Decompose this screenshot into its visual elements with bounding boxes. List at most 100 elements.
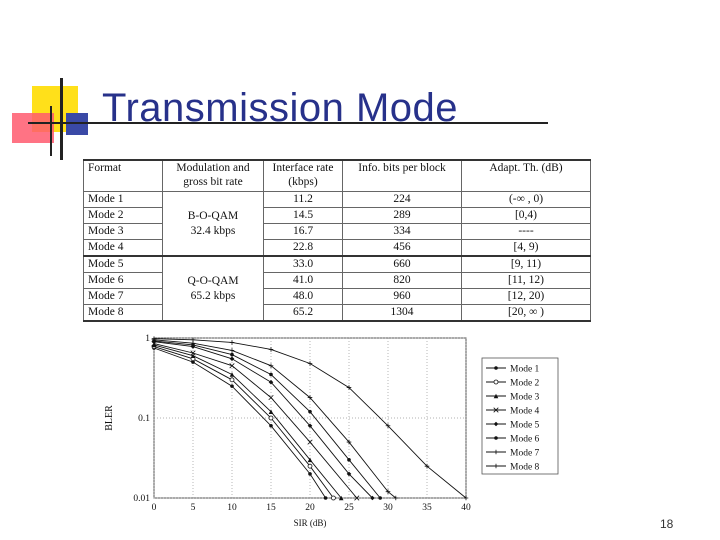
table-row: Mode 2 14.5 289 [0,4)	[83, 207, 591, 224]
data-point	[307, 463, 313, 469]
x-tick-label: 30	[383, 503, 393, 513]
cell-format: Mode 5	[83, 255, 163, 273]
cell-iface: 33.0	[263, 255, 343, 273]
x-tick-label: 10	[227, 503, 237, 513]
cell-bits: 820	[342, 272, 462, 289]
data-point	[424, 463, 430, 469]
data-point	[268, 415, 274, 421]
data-point	[307, 395, 313, 400]
accent-blue-square	[66, 113, 88, 135]
cell-th: [11, 12)	[461, 272, 591, 289]
data-point	[347, 458, 351, 462]
data-point	[190, 337, 196, 343]
data-point	[338, 495, 344, 501]
data-point	[229, 363, 235, 369]
data-point	[190, 353, 196, 359]
cell-th: ----	[461, 223, 591, 240]
data-point	[346, 439, 352, 445]
data-point	[268, 409, 274, 414]
cell-format: Mode 4	[83, 239, 163, 257]
data-point	[230, 384, 234, 388]
cell-modulation-group-1: B-O-QAM 32.4 kbps	[162, 191, 264, 257]
data-point	[268, 394, 274, 401]
accent-red-square	[12, 113, 54, 143]
cell-th: [0,4)	[461, 207, 591, 224]
data-point	[323, 496, 328, 500]
data-point	[370, 495, 375, 501]
x-tick-label: 0	[152, 503, 157, 513]
data-point	[494, 366, 498, 370]
accent-vertical-line	[60, 78, 63, 160]
data-point	[346, 385, 352, 390]
table-row: Mode 5 Q-O-QAM 65.2 kbps 33.0 660 [9, 11…	[83, 255, 591, 322]
cell-iface: 48.0	[263, 288, 343, 305]
cell-iface: 22.8	[263, 239, 343, 257]
cell-bits: 456	[342, 239, 462, 257]
header-format: Format	[83, 159, 163, 192]
legend-box	[481, 357, 559, 475]
cell-th: [9, 11)	[461, 255, 591, 273]
table-row: Mode 1 B-O-QAM 32.4 kbps 11.2 224 (-∞ , …	[83, 191, 591, 257]
data-point	[229, 348, 235, 353]
series-line	[153, 339, 397, 499]
cell-format: Mode 3	[83, 223, 163, 240]
accent-horizontal-line	[28, 122, 548, 124]
page-number: 18	[660, 517, 674, 531]
series-line	[153, 346, 334, 499]
legend-entry: Mode 8	[510, 463, 540, 473]
header-interface-rate: Interface rate (kbps)	[263, 159, 343, 192]
y-tick-label: 1	[145, 334, 150, 344]
x-tick-label: 40	[461, 503, 471, 513]
x-tick-label: 5	[191, 503, 196, 513]
header-modulation: Modulation and gross bit rate	[162, 159, 264, 192]
cell-th: [20, ∞ )	[461, 304, 591, 322]
x-tick-label: 35	[422, 503, 432, 513]
cell-bits: 224	[342, 191, 462, 208]
legend-entry: Mode 7	[510, 449, 540, 459]
data-point	[494, 436, 498, 440]
cell-iface: 14.5	[263, 207, 343, 224]
modulation-rate: 65.2 kbps	[190, 289, 236, 302]
cell-bits: 1304	[342, 304, 462, 322]
data-point	[269, 423, 273, 428]
data-point	[393, 495, 399, 501]
cell-bits: 660	[342, 255, 462, 273]
x-axis-label: SIR (dB)	[294, 518, 327, 528]
accent-vertical-line-2	[50, 106, 52, 156]
data-point	[268, 379, 274, 385]
legend-entry: Mode 6	[510, 435, 540, 445]
legend-entry: Mode 1	[510, 365, 540, 375]
series-line	[153, 344, 342, 499]
data-point	[308, 409, 312, 414]
modulation-rate: 32.4 kbps	[190, 224, 236, 237]
cell-th: [12, 20)	[461, 288, 591, 305]
data-point	[190, 350, 196, 356]
table-row: Mode 8 65.2 1304 [20, ∞ )	[83, 304, 591, 322]
cell-iface: 11.2	[263, 191, 343, 208]
data-point	[493, 421, 499, 427]
cell-format: Mode 1	[83, 191, 163, 208]
x-tick-label: 25	[344, 503, 354, 513]
data-point	[330, 495, 336, 501]
cell-th: [4, 9)	[461, 239, 591, 257]
data-point	[307, 423, 313, 429]
data-point	[385, 423, 391, 429]
cell-bits: 289	[342, 207, 462, 224]
legend-entry: Mode 4	[510, 407, 540, 417]
header-adapt-th: Adapt. Th. (dB)	[461, 159, 591, 192]
data-point	[229, 377, 235, 383]
legend-entry: Mode 5	[510, 421, 540, 431]
x-tick-label: 15	[266, 503, 276, 513]
data-point	[307, 457, 313, 463]
data-point	[346, 471, 352, 477]
mode-table: Format Modulation and gross bit rate Int…	[83, 159, 591, 322]
data-point	[463, 495, 469, 501]
y-tick-label: 0.01	[133, 494, 150, 504]
modulation-name: B-O-QAM	[187, 209, 239, 222]
cell-format: Mode 7	[83, 288, 163, 305]
cell-format: Mode 8	[83, 304, 163, 322]
cell-bits: 334	[342, 223, 462, 240]
data-point	[385, 489, 391, 494]
data-point	[151, 336, 157, 342]
data-point	[268, 363, 274, 369]
